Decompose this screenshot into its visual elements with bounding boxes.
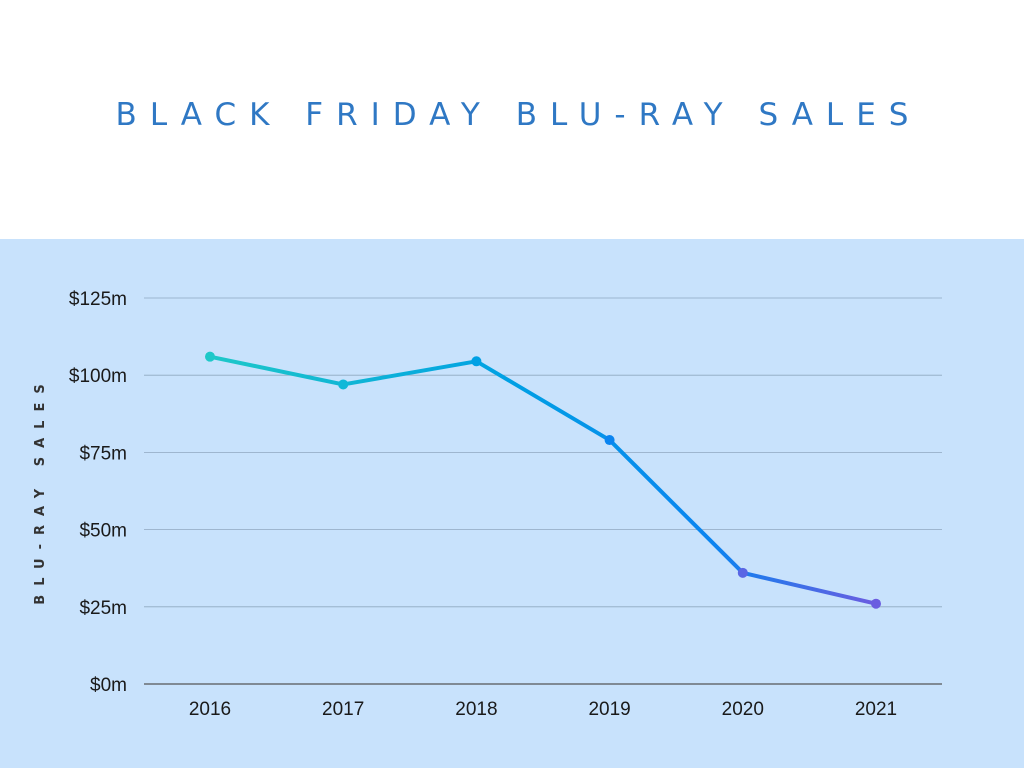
x-tick-label: 2018: [455, 699, 497, 720]
y-axis-label: BLU-RAY SALES: [33, 375, 48, 604]
y-tick-label: $100m: [69, 366, 127, 387]
data-point: [604, 435, 615, 446]
chart-panel: [0, 239, 1024, 768]
x-tick-label: 2021: [855, 699, 897, 720]
chart-title: BLACK FRIDAY BLU-RAY SALES: [115, 97, 922, 133]
header: BLACK FRIDAY BLU-RAY SALES: [0, 0, 1024, 239]
y-tick-label: $0m: [90, 675, 127, 696]
data-point: [205, 351, 215, 362]
y-tick-label: $125m: [69, 289, 127, 310]
x-tick-label: 2017: [322, 699, 364, 720]
y-axis-ticks: $0m $25m $50m $75m $100m $125m: [69, 289, 127, 696]
data-point: [471, 356, 482, 367]
series-layer: [205, 351, 881, 609]
x-tick-label: 2020: [722, 699, 764, 720]
data-point: [338, 379, 349, 390]
y-tick-label: $75m: [79, 443, 127, 464]
x-tick-label: 2019: [588, 699, 630, 720]
data-point: [871, 598, 881, 609]
grid-lines: [144, 297, 942, 685]
y-tick-label: $50m: [79, 521, 127, 542]
series-line: [208, 354, 878, 606]
data-point: [737, 567, 748, 578]
x-tick-label: 2016: [189, 699, 231, 720]
x-axis-ticks: 2016 2017 2018 2019 2020 2021: [189, 699, 897, 720]
y-tick-label: $25m: [79, 598, 127, 619]
